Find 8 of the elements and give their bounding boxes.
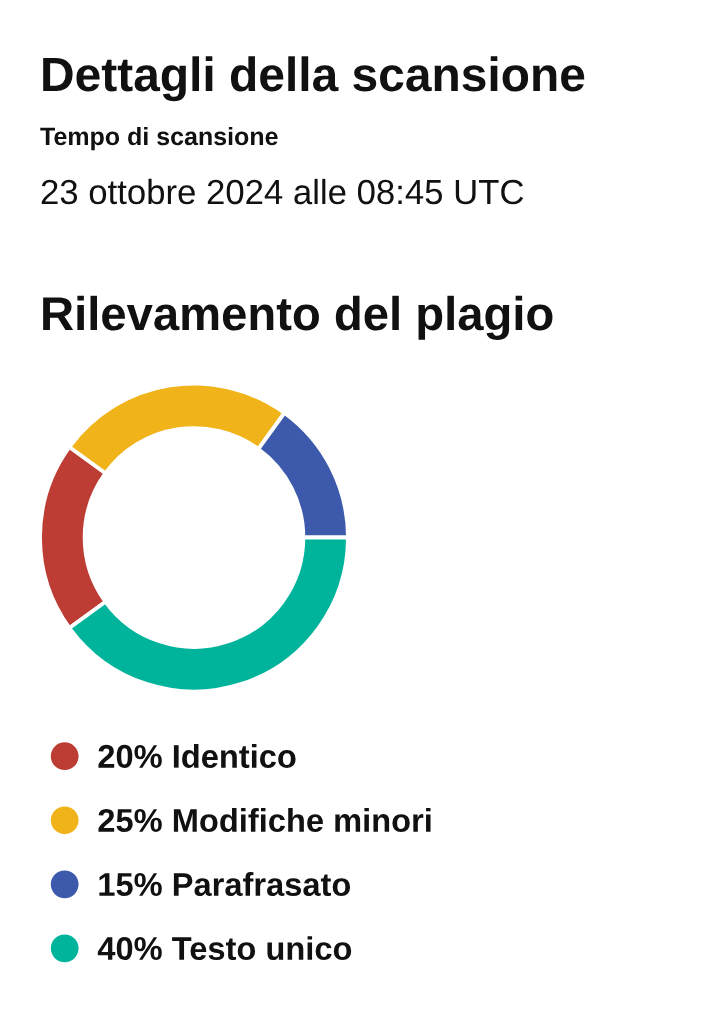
legend-label: 20% Identico <box>98 744 296 768</box>
text: Tempo di scansione <box>40 126 278 151</box>
legend-label: 40% Testo unico <box>97 936 352 961</box>
chart-title: Rilevamento del plagio <box>43 295 553 341</box>
text: 23 ottobre 2024 alle 08:45 UTC <box>41 178 524 205</box>
text: Dettagli della scansione <box>43 56 585 102</box>
legend-label: 25% Modifiche minori <box>98 808 431 833</box>
legend-label: 15% Parafrasato <box>99 872 351 897</box>
